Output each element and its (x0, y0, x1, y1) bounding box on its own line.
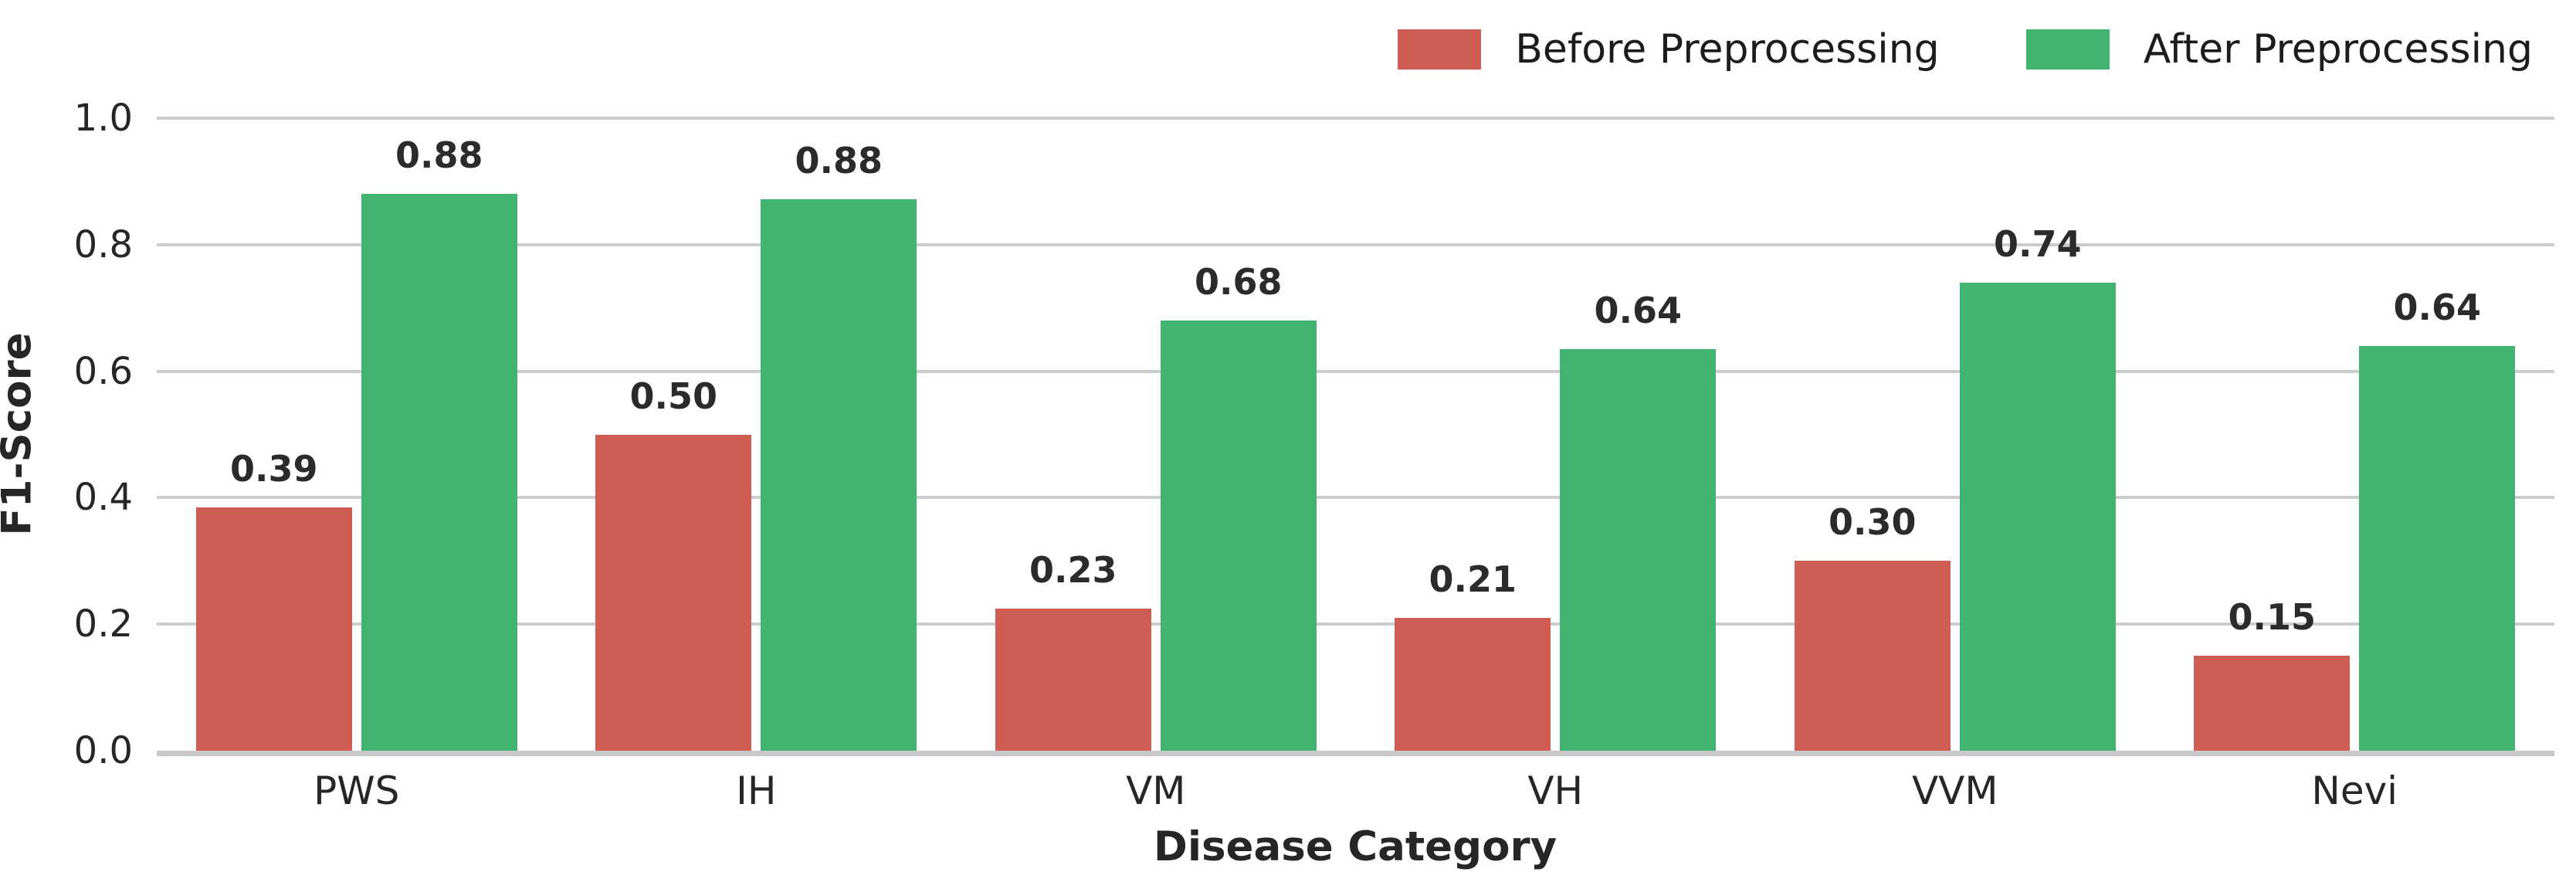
gridline-0.2 (157, 622, 2554, 626)
y-tick-label-0.8: 0.8 (73, 222, 133, 266)
bar-before-nevi (2194, 656, 2351, 751)
bar-before-pws (195, 507, 352, 751)
value-label-after-vh: 0.64 (1594, 289, 1683, 331)
value-label-before-vh: 0.21 (1429, 558, 1517, 600)
bar-before-ih (595, 434, 752, 751)
value-label-before-vm: 0.23 (1029, 548, 1117, 591)
gridline-1.0 (157, 117, 2554, 120)
bar-before-vm (995, 608, 1151, 751)
y-tick-label-0.0: 0.0 (73, 729, 133, 772)
x-tick-label-pws: PWS (314, 768, 400, 813)
x-tick-label-vh: VH (1527, 768, 1584, 813)
y-tick-label-0.6: 0.6 (73, 349, 133, 393)
legend-label-after: After Preprocessing (2143, 26, 2533, 73)
bar-after-vm (1160, 321, 1317, 751)
x-tick-label-vvm: VVM (1911, 768, 1998, 813)
x-tick-label-vm: VM (1126, 768, 1186, 813)
legend-item-after-preprocessing: After Preprocessing (2025, 26, 2533, 73)
y-tick-label-1.0: 1.0 (73, 97, 133, 140)
value-label-after-vm: 0.68 (1195, 261, 1283, 304)
legend-swatch-before-icon (1398, 29, 1482, 70)
plot-area: 0.39 0.88 0.50 0.88 0.23 0.68 0.21 0.64 0.30 0.74… (157, 117, 2554, 756)
value-label-after-ih: 0.88 (795, 139, 883, 181)
gridline-0.4 (157, 496, 2554, 500)
x-tick-label-nevi: Nevi (2311, 768, 2398, 813)
value-label-before-nevi: 0.15 (2228, 596, 2317, 639)
value-label-before-ih: 0.50 (629, 375, 718, 417)
x-tick-label-ih: IH (736, 768, 777, 813)
x-axis-title: Disease Category (1153, 823, 1557, 870)
bar-after-vh (1560, 348, 1717, 751)
bar-before-vh (1395, 618, 1551, 751)
legend-item-before-preprocessing: Before Preprocessing (1398, 26, 1940, 73)
bar-after-ih (761, 198, 917, 751)
value-label-after-vvm: 0.74 (1994, 222, 2082, 265)
gridline-0.8 (157, 243, 2554, 246)
gridline-0.6 (157, 369, 2554, 373)
value-label-before-pws: 0.39 (230, 447, 318, 490)
legend: Before Preprocessing After Preprocessing (1398, 26, 2533, 73)
legend-swatch-after-icon (2025, 29, 2110, 70)
y-tick-label-0.2: 0.2 (73, 602, 133, 646)
bar-after-vvm (1959, 282, 2116, 751)
value-label-before-vvm: 0.30 (1829, 501, 1917, 544)
bar-after-nevi (2359, 345, 2516, 751)
value-label-after-nevi: 0.64 (2393, 286, 2482, 328)
bar-before-vvm (1794, 561, 1951, 751)
y-tick-label-0.4: 0.4 (73, 476, 133, 520)
bar-after-pws (361, 194, 517, 751)
value-label-after-pws: 0.88 (395, 134, 483, 177)
legend-label-before: Before Preprocessing (1515, 26, 1940, 73)
x-axis-baseline (157, 751, 2554, 756)
